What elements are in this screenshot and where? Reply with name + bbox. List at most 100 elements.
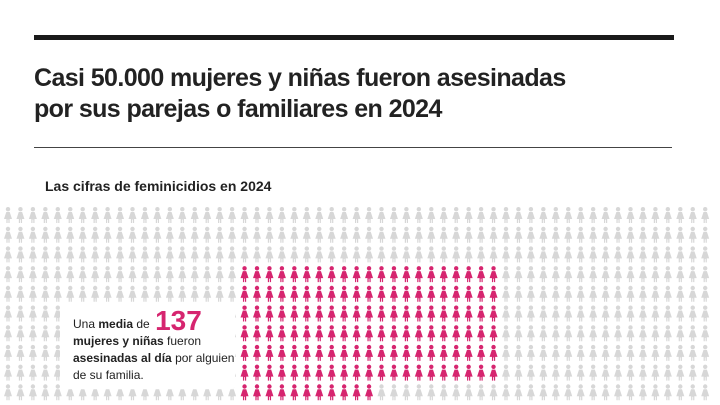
- figure-background: [16, 285, 25, 302]
- figure-background: [514, 207, 523, 223]
- figure-background: [526, 384, 535, 401]
- figure-background: [178, 246, 187, 263]
- figure-background: [701, 266, 710, 283]
- figure-highlight: [327, 364, 336, 381]
- figure-background: [290, 207, 299, 223]
- figure-highlight: [452, 266, 461, 283]
- figure-background: [688, 305, 697, 322]
- figure-background: [28, 305, 37, 322]
- figure-background: [688, 384, 697, 401]
- figure-background: [165, 266, 174, 283]
- figure-background: [53, 344, 62, 361]
- figure-background: [701, 246, 710, 263]
- figure-background: [539, 344, 548, 361]
- figure-background: [626, 325, 635, 342]
- figure-background: [601, 364, 610, 381]
- figure-highlight: [452, 364, 461, 381]
- figure-background: [514, 285, 523, 302]
- callout-emphasis-women: mujeres y niñas: [73, 334, 164, 348]
- figure-background: [688, 325, 697, 342]
- figure-highlight: [489, 364, 498, 381]
- figure-background: [4, 364, 12, 381]
- figure-background: [564, 246, 573, 263]
- figure-background: [327, 207, 336, 223]
- figure-highlight: [402, 325, 411, 342]
- figure-highlight: [389, 364, 398, 381]
- figure-background: [389, 226, 398, 243]
- figure-highlight: [240, 344, 249, 361]
- figure-background: [539, 207, 548, 223]
- figure-background: [701, 384, 710, 401]
- figure-background: [377, 384, 386, 401]
- figure-background: [389, 384, 398, 401]
- figure-background: [564, 325, 573, 342]
- figure-background: [688, 364, 697, 381]
- figure-background: [464, 226, 473, 243]
- figure-background: [502, 266, 510, 283]
- figure-highlight: [464, 364, 473, 381]
- figure-background: [526, 226, 535, 243]
- figure-background: [539, 285, 548, 302]
- figure-highlight: [265, 305, 274, 322]
- figure-highlight: [302, 266, 311, 283]
- figure-highlight: [452, 325, 461, 342]
- figure-background: [688, 344, 697, 361]
- figure-highlight: [265, 325, 274, 342]
- figure-background: [377, 226, 386, 243]
- figure-background: [601, 266, 610, 283]
- figure-background: [539, 364, 548, 381]
- figure-background: [688, 246, 697, 263]
- figure-background: [502, 207, 510, 223]
- figure-background: [427, 246, 436, 263]
- figure-background: [41, 246, 50, 263]
- figure-background: [439, 226, 448, 243]
- figure-background: [190, 226, 199, 243]
- page-title: Casi 50.000 mujeres y niñas fueron asesi…: [34, 63, 674, 125]
- figure-background: [4, 305, 12, 322]
- figure-background: [551, 344, 560, 361]
- figure-background: [576, 285, 585, 302]
- figure-highlight: [389, 305, 398, 322]
- figure-highlight: [489, 266, 498, 283]
- figure-highlight: [352, 325, 361, 342]
- figure-background: [427, 384, 436, 401]
- figure-background: [564, 285, 573, 302]
- figure-background: [502, 305, 510, 322]
- figure-background: [638, 325, 647, 342]
- figure-highlight: [402, 266, 411, 283]
- figure-highlight: [389, 266, 398, 283]
- figure-background: [701, 364, 710, 381]
- figure-background: [265, 207, 274, 223]
- figure-background: [290, 246, 299, 263]
- figure-background: [103, 285, 112, 302]
- figure-background: [203, 266, 212, 283]
- figure-background: [28, 266, 37, 283]
- figure-background: [651, 207, 660, 223]
- figure-highlight: [439, 364, 448, 381]
- figure-background: [4, 246, 12, 263]
- figure-highlight: [377, 325, 386, 342]
- figure-highlight: [340, 364, 349, 381]
- figure-background: [651, 344, 660, 361]
- figure-background: [477, 246, 486, 263]
- figure-background: [688, 285, 697, 302]
- figure-background: [315, 246, 324, 263]
- figure-background: [638, 344, 647, 361]
- figure-highlight: [439, 344, 448, 361]
- figure-background: [414, 207, 423, 223]
- figure-highlight: [240, 364, 249, 381]
- figure-background: [576, 325, 585, 342]
- figure-background: [701, 305, 710, 322]
- figure-highlight: [377, 344, 386, 361]
- figure-background: [4, 226, 12, 243]
- figure-highlight: [365, 266, 374, 283]
- figure-background: [165, 226, 174, 243]
- figure-background: [265, 226, 274, 243]
- figure-background: [215, 285, 224, 302]
- figure-background: [53, 266, 62, 283]
- figure-background: [564, 207, 573, 223]
- figure-highlight: [265, 384, 274, 401]
- figure-background: [626, 246, 635, 263]
- figure-highlight: [253, 266, 261, 283]
- figure-highlight: [365, 364, 374, 381]
